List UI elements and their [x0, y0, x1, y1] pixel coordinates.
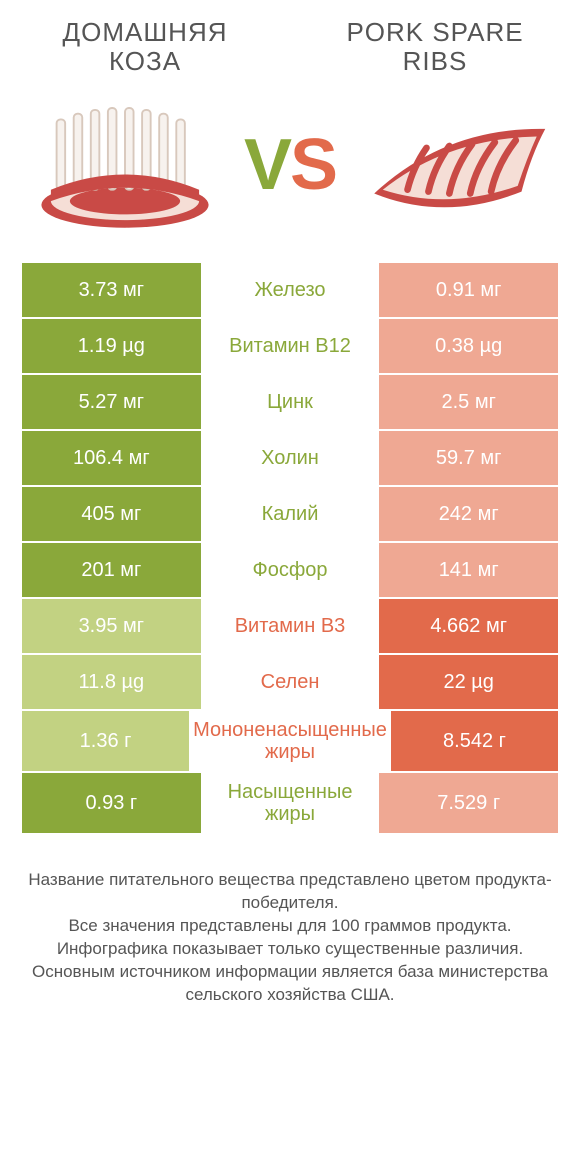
right-product-title: PORK SPARE RIBS — [320, 18, 550, 75]
right-value: 7.529 г — [379, 773, 558, 833]
right-value: 22 µg — [379, 655, 558, 709]
left-product-image — [30, 95, 220, 235]
footer-notes: Название питательного вещества представл… — [0, 835, 580, 1007]
header: ДОМАШНЯЯ КОЗА PORK SPARE RIBS — [0, 0, 580, 75]
nutrient-name: Цинк — [201, 375, 380, 429]
left-product-title: ДОМАШНЯЯ КОЗА — [30, 18, 260, 75]
table-row: 1.19 µgВитамин B120.38 µg — [22, 319, 558, 373]
right-value: 141 мг — [379, 543, 558, 597]
nutrient-name: Фосфор — [201, 543, 380, 597]
comparison-table: 3.73 мгЖелезо0.91 мг1.19 µgВитамин B120.… — [0, 263, 580, 833]
nutrient-name: Холин — [201, 431, 380, 485]
nutrient-name: Калий — [201, 487, 380, 541]
footer-line: Все значения представлены для 100 граммо… — [24, 915, 556, 938]
left-value: 0.93 г — [22, 773, 201, 833]
right-value: 59.7 мг — [379, 431, 558, 485]
hero: VS — [0, 75, 580, 263]
nutrient-name: Насыщенные жиры — [201, 773, 380, 833]
footer-line: Инфографика показывает только существенн… — [24, 938, 556, 961]
left-value: 405 мг — [22, 487, 201, 541]
right-value: 2.5 мг — [379, 375, 558, 429]
table-row: 106.4 мгХолин59.7 мг — [22, 431, 558, 485]
nutrient-name: Селен — [201, 655, 380, 709]
nutrient-name: Железо — [201, 263, 380, 317]
pork-ribs-icon — [360, 95, 550, 235]
left-value: 1.19 µg — [22, 319, 201, 373]
nutrient-name: Витамин B12 — [201, 319, 380, 373]
right-value: 0.38 µg — [379, 319, 558, 373]
left-value: 201 мг — [22, 543, 201, 597]
left-value: 5.27 мг — [22, 375, 201, 429]
nutrient-name: Витамин B3 — [201, 599, 380, 653]
left-value: 11.8 µg — [22, 655, 201, 709]
right-product-image — [360, 95, 550, 235]
right-value: 0.91 мг — [379, 263, 558, 317]
footer-line: Основным источником информации является … — [24, 961, 556, 1007]
right-value: 4.662 мг — [379, 599, 558, 653]
table-row: 1.36 гМононенасыщенные жиры8.542 г — [22, 711, 558, 771]
table-row: 3.73 мгЖелезо0.91 мг — [22, 263, 558, 317]
table-row: 5.27 мгЦинк2.5 мг — [22, 375, 558, 429]
left-value: 1.36 г — [22, 711, 189, 771]
left-value: 106.4 мг — [22, 431, 201, 485]
right-value: 8.542 г — [391, 711, 558, 771]
nutrient-name: Мононенасыщенные жиры — [189, 711, 391, 771]
table-row: 405 мгКалий242 мг — [22, 487, 558, 541]
table-row: 201 мгФосфор141 мг — [22, 543, 558, 597]
table-row: 3.95 мгВитамин B34.662 мг — [22, 599, 558, 653]
table-row: 11.8 µgСелен22 µg — [22, 655, 558, 709]
left-value: 3.95 мг — [22, 599, 201, 653]
footer-line: Название питательного вещества представл… — [24, 869, 556, 915]
right-value: 242 мг — [379, 487, 558, 541]
left-value: 3.73 мг — [22, 263, 201, 317]
vs-label: VS — [244, 124, 336, 206]
table-row: 0.93 гНасыщенные жиры7.529 г — [22, 773, 558, 833]
goat-ribs-icon — [30, 95, 220, 235]
